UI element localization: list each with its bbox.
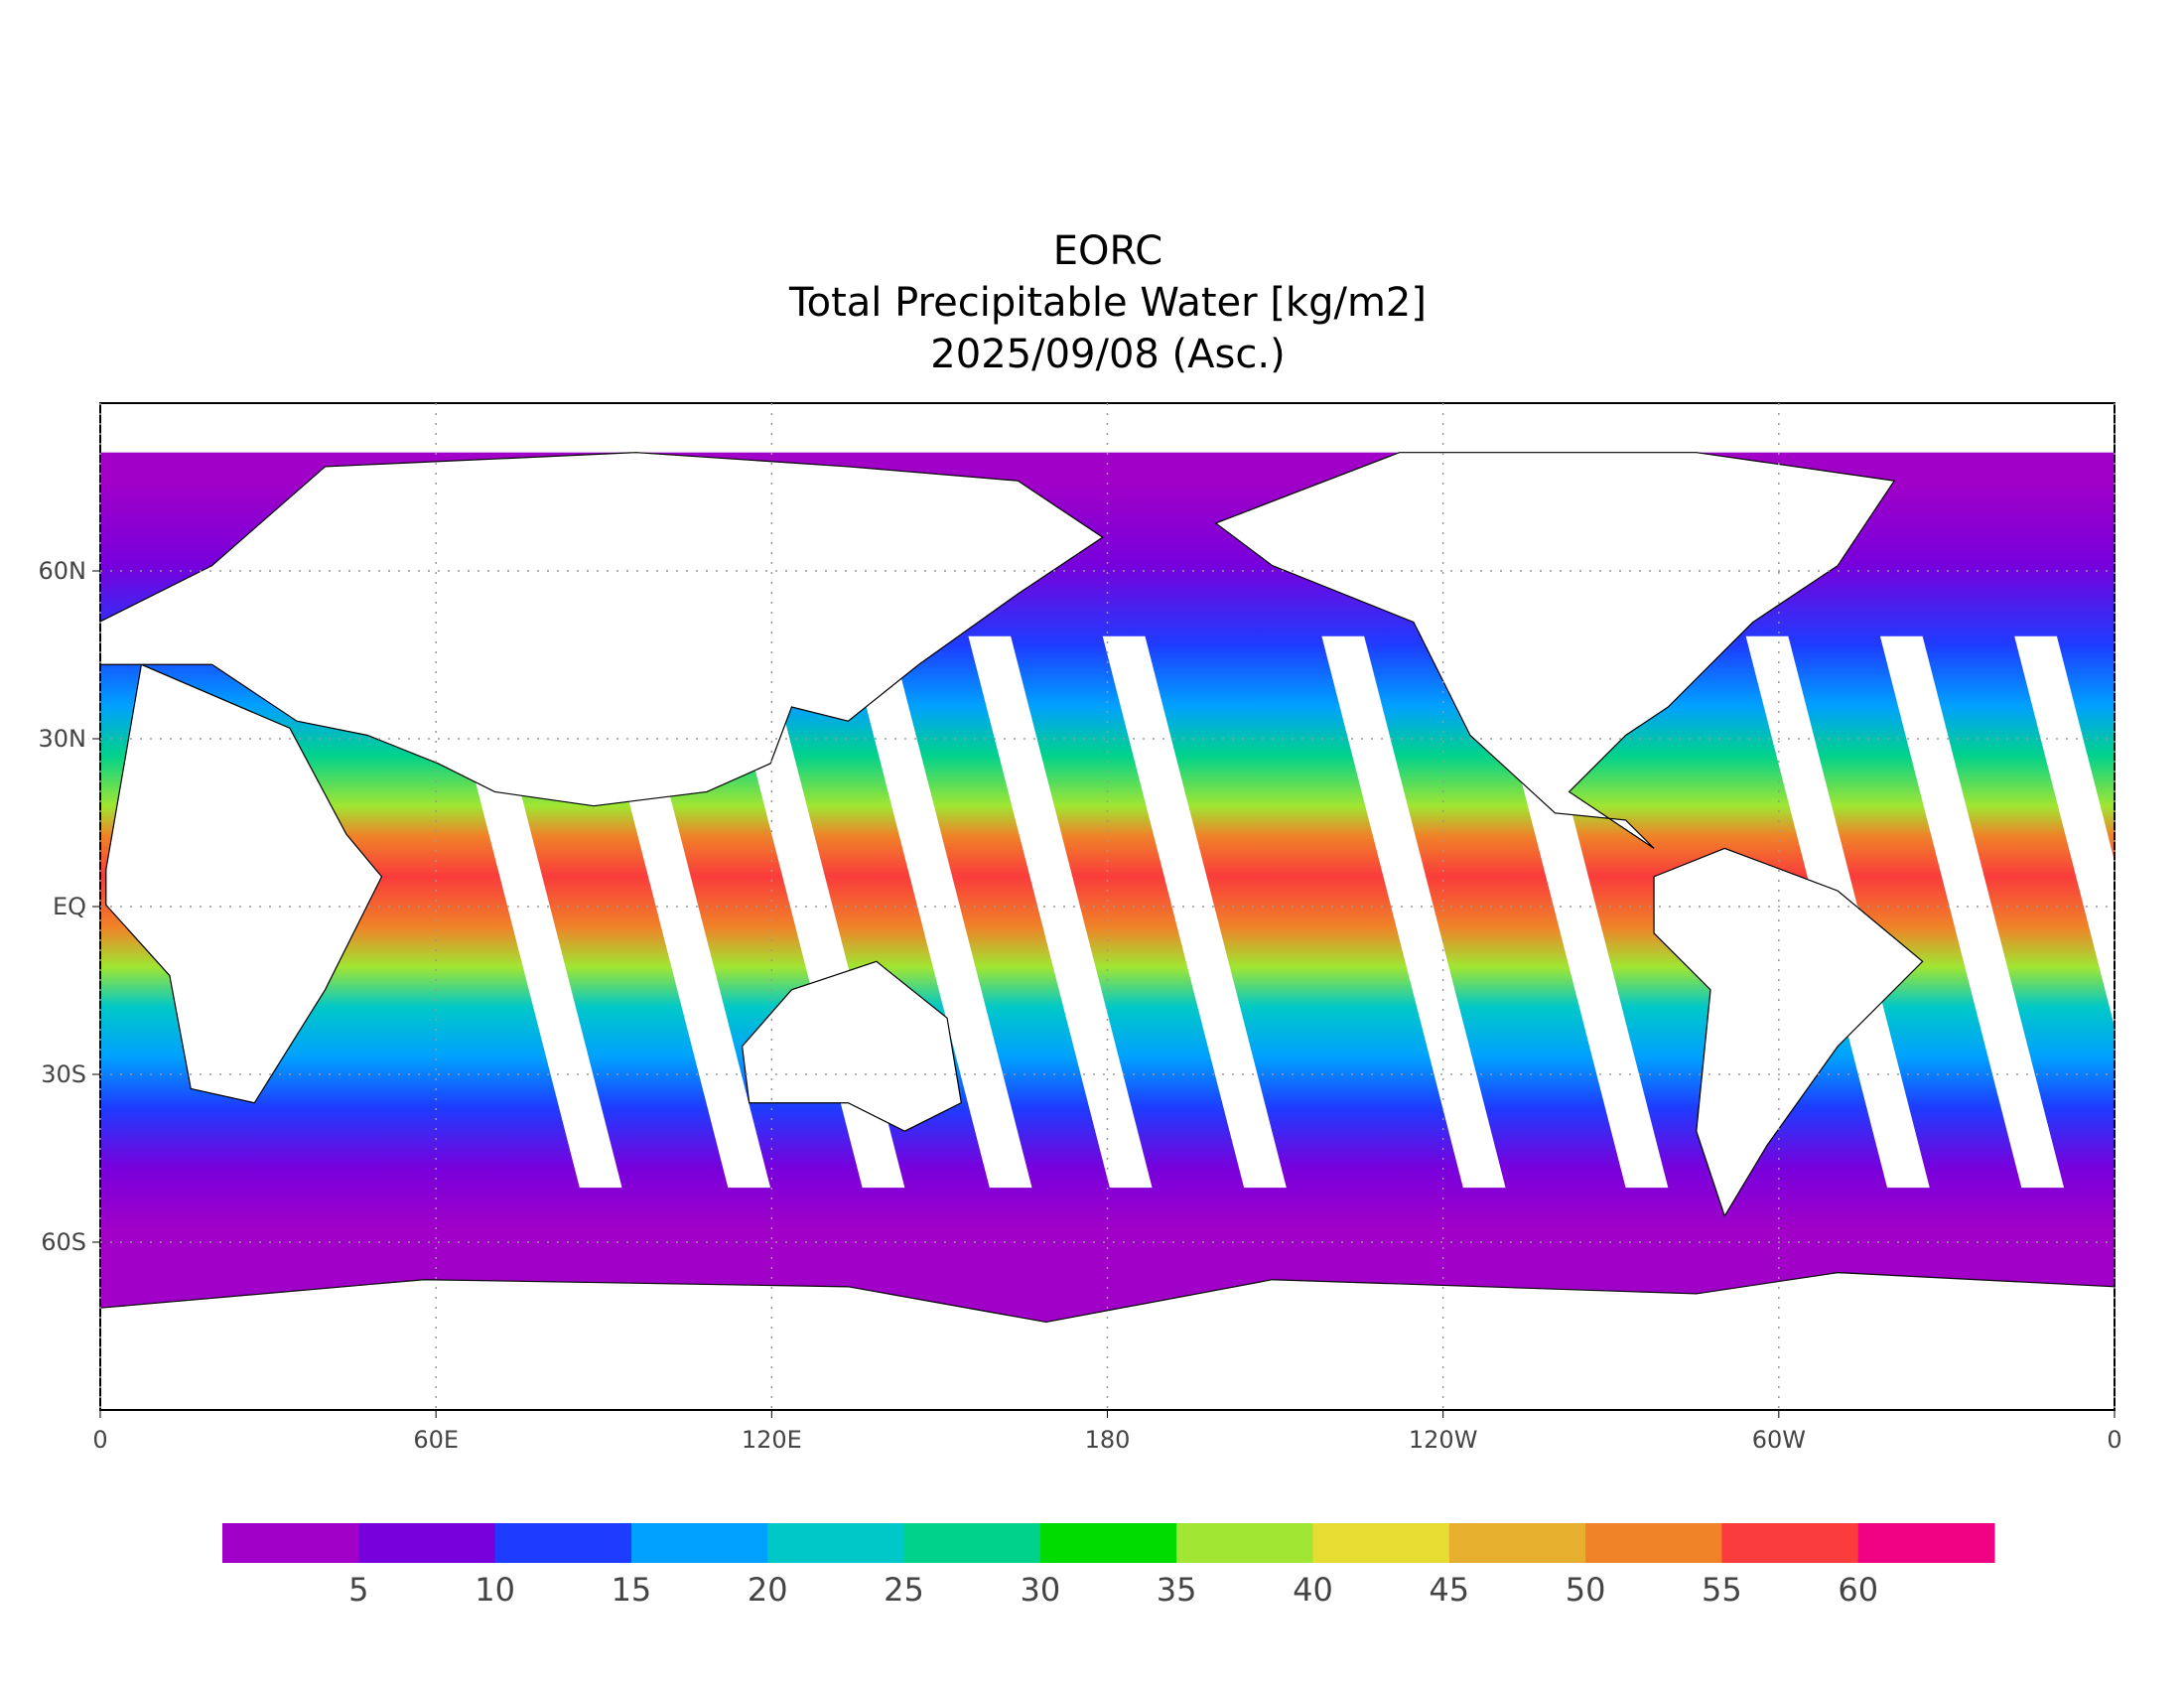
x-tick-label: 180 bbox=[1085, 1426, 1131, 1454]
colorbar-segment bbox=[1312, 1523, 1450, 1563]
colorbar-segment bbox=[1176, 1523, 1313, 1563]
colorbar-label: 50 bbox=[1566, 1571, 1606, 1609]
colorbar-label: 35 bbox=[1157, 1571, 1197, 1609]
y-tick-label: 60S bbox=[41, 1228, 86, 1256]
colorbar-segment bbox=[222, 1523, 359, 1563]
title-line: 2025/09/08 (Asc.) bbox=[930, 332, 1285, 377]
y-tick-label: 30S bbox=[41, 1060, 86, 1088]
x-tick-label: 60W bbox=[1752, 1426, 1806, 1454]
north-america bbox=[1216, 453, 1895, 849]
gap bbox=[1102, 635, 1287, 1189]
gap bbox=[1321, 635, 1506, 1189]
africa bbox=[106, 664, 382, 1102]
colorbar-segment bbox=[767, 1523, 905, 1563]
colorbar-label: 10 bbox=[475, 1571, 515, 1609]
colorbar-segment bbox=[1857, 1523, 1995, 1563]
colorbar-segment bbox=[630, 1523, 768, 1563]
colorbar-label: 55 bbox=[1702, 1571, 1742, 1609]
x-tick-label: 120W bbox=[1409, 1426, 1478, 1454]
colorbar-segment bbox=[358, 1523, 496, 1563]
colorbar: 5 10 15 20 25 30 35 40 45 50 55 60 bbox=[222, 1523, 1995, 1609]
gap bbox=[848, 635, 1032, 1189]
colorbar-segment bbox=[1448, 1523, 1586, 1563]
title-line: EORC bbox=[1053, 228, 1163, 274]
colorbar-label: 45 bbox=[1429, 1571, 1469, 1609]
antarctica bbox=[100, 1273, 2115, 1410]
x-tick-label: 60E bbox=[413, 1426, 459, 1454]
x-tick-label: 0 bbox=[2107, 1426, 2121, 1454]
colorbar-label: 25 bbox=[884, 1571, 924, 1609]
colorbar-segment bbox=[903, 1523, 1041, 1563]
map-area bbox=[100, 403, 2115, 1410]
australia bbox=[743, 961, 962, 1131]
colorbar-segment bbox=[1039, 1523, 1177, 1563]
colorbar-label: 20 bbox=[748, 1571, 788, 1609]
eurasia bbox=[100, 453, 1103, 806]
y-tick-label: 60N bbox=[39, 557, 87, 585]
arctic bbox=[100, 403, 2115, 453]
gap bbox=[2014, 635, 2115, 1027]
gap bbox=[968, 635, 1153, 1189]
colorbar-label: 5 bbox=[348, 1571, 368, 1609]
colorbar-segment bbox=[1721, 1523, 1859, 1563]
colorbar-segment bbox=[494, 1523, 632, 1563]
colorbar-label: 60 bbox=[1838, 1571, 1878, 1609]
colorbar-label: 30 bbox=[1020, 1571, 1060, 1609]
colorbar-label: 40 bbox=[1293, 1571, 1333, 1609]
title-line: Total Precipitable Water [kg/m2] bbox=[788, 280, 1427, 326]
continents bbox=[100, 403, 2115, 1410]
x-tick-label: 0 bbox=[92, 1426, 107, 1454]
y-tick-label: 30N bbox=[39, 725, 87, 753]
south-america bbox=[1654, 848, 1923, 1215]
axes: 0 60E 120E 180 120W 60W 0 60N 30N EQ 30S 60S bbox=[39, 403, 2122, 1454]
colorbar-label: 15 bbox=[612, 1571, 652, 1609]
y-tick-label: EQ bbox=[53, 893, 86, 920]
colorbar-segment bbox=[1585, 1523, 1722, 1563]
gap bbox=[1879, 635, 2065, 1189]
x-tick-label: 120E bbox=[742, 1426, 802, 1454]
